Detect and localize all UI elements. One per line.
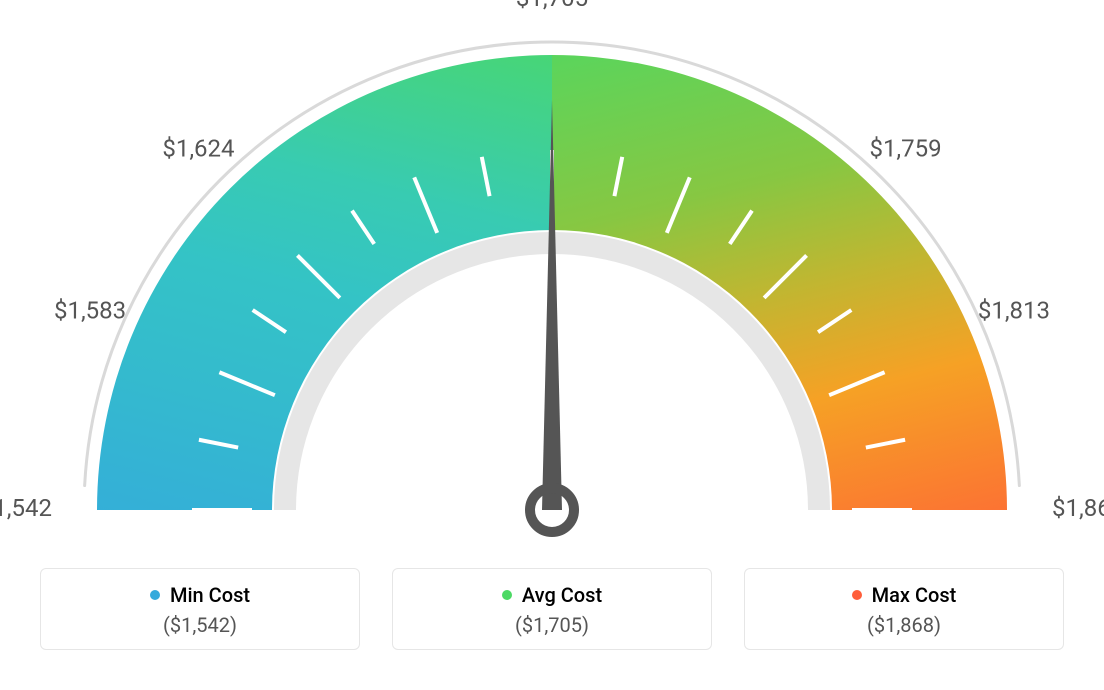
gauge-chart: $1,542 $1,583 $1,624 $1,705 $1,759 $1,813 $1,8… bbox=[0, 0, 1104, 560]
gauge-tick-label: $1,813 bbox=[978, 297, 1050, 325]
legend-row: Min Cost ($1,542) Avg Cost ($1,705) Max … bbox=[0, 568, 1104, 650]
legend-text-avg: Avg Cost bbox=[522, 583, 602, 607]
gauge-tick-label: $1,759 bbox=[869, 134, 941, 162]
dot-min bbox=[150, 590, 160, 600]
legend-card-avg: Avg Cost ($1,705) bbox=[392, 568, 712, 650]
legend-value-max: ($1,868) bbox=[745, 613, 1063, 637]
legend-card-max: Max Cost ($1,868) bbox=[744, 568, 1064, 650]
legend-label-avg: Avg Cost bbox=[502, 583, 602, 607]
dot-avg bbox=[502, 590, 512, 600]
legend-text-min: Min Cost bbox=[170, 583, 250, 607]
gauge-svg: $1,542 $1,583 $1,624 $1,705 $1,759 $1,813 $1,8… bbox=[0, 0, 1104, 560]
legend-value-min: ($1,542) bbox=[41, 613, 359, 637]
gauge-tick-label: $1,624 bbox=[162, 134, 234, 162]
gauge-tick-label: $1,705 bbox=[516, 0, 588, 12]
gauge-tick-label: $1,583 bbox=[54, 297, 126, 325]
legend-card-min: Min Cost ($1,542) bbox=[40, 568, 360, 650]
gauge-tick-label: $1,868 bbox=[1052, 494, 1104, 522]
legend-text-max: Max Cost bbox=[872, 583, 957, 607]
gauge-tick-label: $1,542 bbox=[0, 494, 52, 522]
legend-label-max: Max Cost bbox=[852, 583, 957, 607]
legend-value-avg: ($1,705) bbox=[393, 613, 711, 637]
dot-max bbox=[852, 590, 862, 600]
legend-label-min: Min Cost bbox=[150, 583, 250, 607]
